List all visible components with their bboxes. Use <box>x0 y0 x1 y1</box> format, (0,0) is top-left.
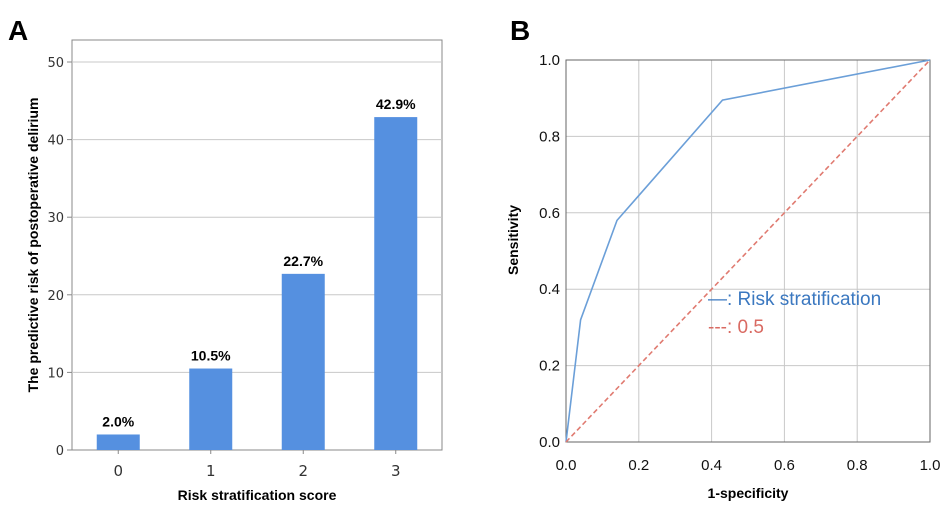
bar-0 <box>96 434 140 450</box>
bar-data-label-2: 22.7% <box>283 253 323 269</box>
panel-a-x-tick-label: 0 <box>113 462 123 480</box>
bar-data-label-0: 2.0% <box>102 413 134 429</box>
panel-b-x-tick-label: 0.4 <box>701 457 722 474</box>
bar-2 <box>281 273 325 450</box>
panel-a-x-tick-label: 2 <box>298 462 308 480</box>
panel-b-y-tick-label: 1.0 <box>539 52 560 69</box>
reference-diagonal-line <box>565 59 931 443</box>
panel-a-x-tick-label: 3 <box>391 462 401 480</box>
panel-a-y-tick-label: 0 <box>56 444 64 459</box>
panel-b-chart: B 0.00.20.40.60.81.0 0.0 0.2 0.4 0.6 0.8 1.0 … <box>505 15 940 501</box>
panel-b-y-tick-label: 0.6 <box>539 205 560 222</box>
panel-a-x-axis-title: Risk stratification score <box>178 487 337 503</box>
legend-entry-risk-stratification: —: Risk stratification <box>708 289 881 310</box>
panel-b-letter: B <box>510 15 530 46</box>
panel-a-y-tick-label: 40 <box>47 134 64 149</box>
panel-b-x-tick-label: 0.0 <box>556 457 577 474</box>
bar-1 <box>189 368 233 450</box>
panel-a-x-tick-label: 1 <box>206 462 216 480</box>
panel-a-y-tick-label: 30 <box>47 211 64 226</box>
panel-a-letter: A <box>8 15 28 46</box>
panel-b-x-axis-title: 1-specificity <box>708 485 789 501</box>
bar-data-label-3: 42.9% <box>376 96 416 112</box>
panel-b-y-tick-label: 0.8 <box>539 128 560 145</box>
legend-entry-reference: ---: 0.5 <box>708 317 764 338</box>
bar-3 <box>374 117 418 450</box>
panel-b-x-tick-label: 0.6 <box>774 457 795 474</box>
panel-a-y-axis-title: The predictive risk of postoperative del… <box>25 98 41 393</box>
panel-a-chart: A 2.0% 10.5% 22.7% 42.9% 0 10 20 30 40 50 0 1 2 3 R… <box>8 15 443 503</box>
panel-b-y-tick-label: 0.0 <box>539 434 560 451</box>
panel-a-y-tick-label: 10 <box>47 366 64 381</box>
panel-b-x-tick-label: 0.8 <box>847 457 868 474</box>
panel-b-plot-frame <box>565 59 931 443</box>
panel-b-legend: —: Risk stratification ---: 0.5 <box>708 289 881 338</box>
panel-a-y-tick-label: 50 <box>47 56 64 71</box>
panel-b-x-tick-label: 0.2 <box>628 457 649 474</box>
panel-b-y-tick-label: 0.4 <box>539 281 560 298</box>
bar-data-label-1: 10.5% <box>191 348 231 364</box>
panel-b-y-axis-title: Sensitivity <box>505 205 521 275</box>
panel-b-x-tick-label: 1.0 <box>920 457 941 474</box>
panel-a-y-tick-label: 20 <box>47 289 64 304</box>
panel-b-y-tick-label: 0.2 <box>539 358 560 375</box>
roc-curve-line <box>565 59 931 443</box>
